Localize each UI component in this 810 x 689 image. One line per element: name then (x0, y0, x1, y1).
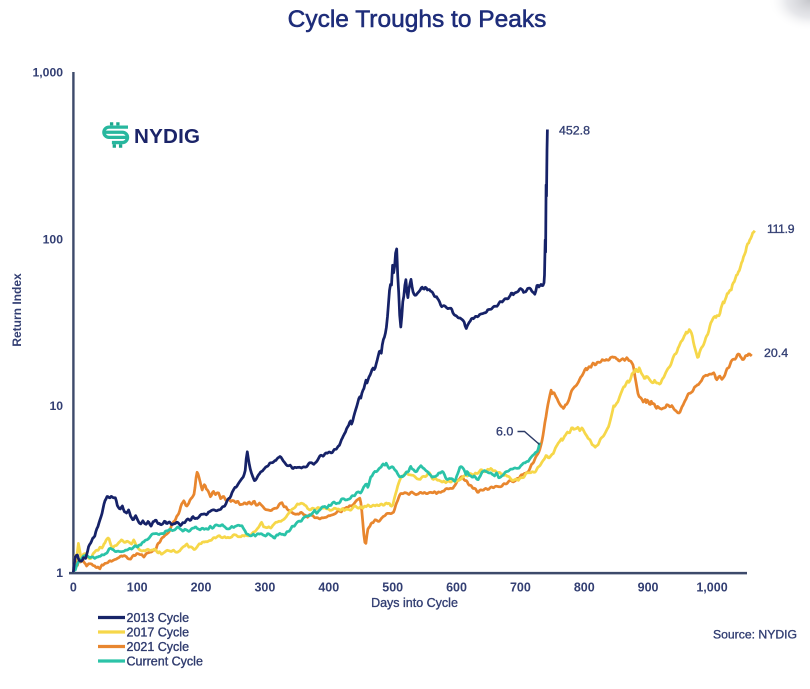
svg-text:Cycle Troughs to Peaks: Cycle Troughs to Peaks (288, 6, 547, 33)
svg-text:NYDIG: NYDIG (134, 125, 200, 148)
svg-text:1: 1 (56, 566, 63, 580)
svg-text:2017 Cycle: 2017 Cycle (127, 625, 190, 639)
svg-text:0: 0 (70, 581, 77, 595)
svg-text:10: 10 (49, 399, 63, 413)
svg-text:20.4: 20.4 (764, 346, 788, 360)
svg-text:1,000: 1,000 (696, 581, 727, 595)
svg-text:600: 600 (446, 581, 467, 595)
svg-text:6.0: 6.0 (496, 425, 513, 439)
svg-text:500: 500 (382, 581, 403, 595)
svg-text:111.9: 111.9 (767, 222, 795, 236)
svg-text:900: 900 (638, 581, 659, 595)
svg-text:700: 700 (510, 581, 531, 595)
svg-text:Current Cycle: Current Cycle (127, 654, 203, 668)
svg-text:452.8: 452.8 (559, 124, 590, 138)
svg-text:Return Index: Return Index (10, 273, 24, 347)
svg-text:2021 Cycle: 2021 Cycle (127, 640, 190, 654)
svg-text:Source: NYDIG: Source: NYDIG (713, 628, 797, 642)
svg-text:100: 100 (43, 232, 64, 246)
svg-text:2013 Cycle: 2013 Cycle (127, 611, 190, 625)
svg-text:800: 800 (574, 581, 595, 595)
svg-text:200: 200 (191, 581, 212, 595)
svg-text:100: 100 (127, 581, 148, 595)
svg-text:400: 400 (318, 581, 339, 595)
svg-text:1,000: 1,000 (33, 65, 64, 79)
svg-text:300: 300 (254, 581, 275, 595)
svg-text:Days into Cycle: Days into Cycle (371, 596, 458, 610)
